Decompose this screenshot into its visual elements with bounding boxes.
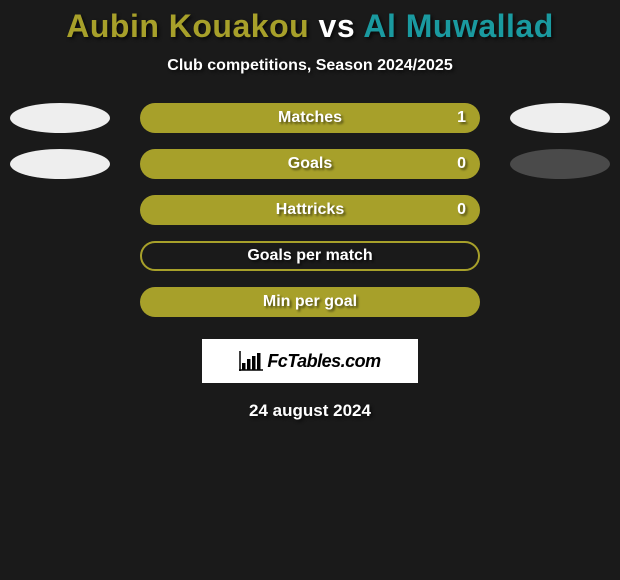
stat-label: Hattricks [276,201,344,219]
left-ellipse [10,149,110,179]
stat-value: 0 [457,155,466,173]
logo: FcTables.com [202,339,418,383]
subtitle: Club competitions, Season 2024/2025 [0,57,620,75]
right-ellipse [510,103,610,133]
page-title: Aubin Kouakou vs Al Muwallad [0,8,620,45]
infographic-root: Aubin Kouakou vs Al Muwallad Club compet… [0,0,620,421]
title-player1: Aubin Kouakou [66,8,309,44]
stats-list: Matches 1 Goals 0 Hattricks 0 Goals per match M… [0,103,620,317]
stat-row: Goals per match [0,241,620,271]
date-label: 24 august 2024 [0,401,620,421]
stat-label: Matches [278,109,342,127]
stat-value: 0 [457,201,466,219]
stat-bar: Min per goal [140,287,480,317]
logo-text: FcTables.com [267,351,380,372]
stat-row: Matches 1 [0,103,620,133]
stat-value: 1 [457,109,466,127]
bar-chart-icon [239,351,263,371]
right-ellipse [510,149,610,179]
stat-row: Goals 0 [0,149,620,179]
stat-row: Hattricks 0 [0,195,620,225]
stat-row: Min per goal [0,287,620,317]
stat-bar: Goals 0 [140,149,480,179]
stat-label: Goals per match [247,247,372,265]
stat-bar: Goals per match [140,241,480,271]
stat-bar: Hattricks 0 [140,195,480,225]
stat-label: Goals [288,155,332,173]
title-player2: Al Muwallad [363,8,553,44]
stat-bar: Matches 1 [140,103,480,133]
title-vs: vs [319,8,356,44]
stat-label: Min per goal [263,293,357,311]
left-ellipse [10,103,110,133]
